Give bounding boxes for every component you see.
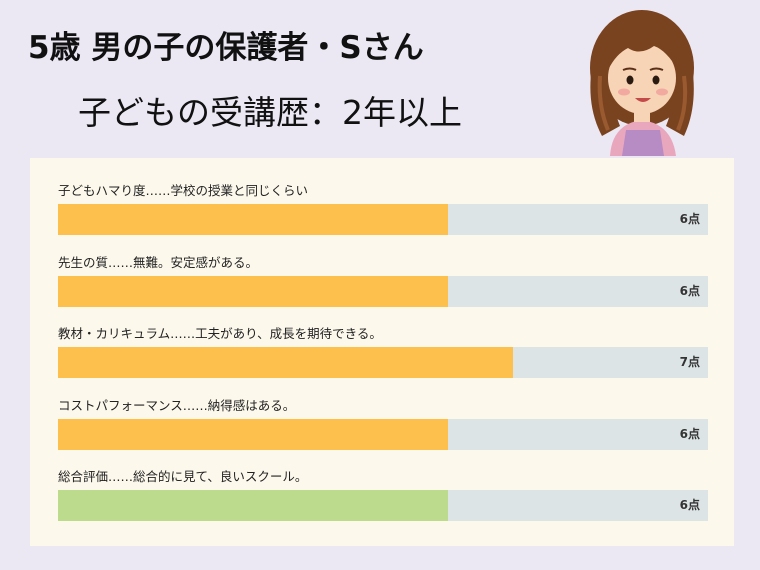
rating-item: 教材・カリキュラム……工夫があり、成長を期待できる。 7点: [58, 325, 708, 378]
rating-item: コストパフォーマンス……納得感はある。 6点: [58, 397, 708, 450]
rating-item: 子どもハマり度……学校の授業と同じくらい 6点: [58, 182, 708, 235]
rating-bar-track: 6点: [58, 276, 708, 307]
rating-label: 教材・カリキュラム……工夫があり、成長を期待できる。: [58, 326, 382, 341]
rating-label: 総合評価……総合的に見て、良いスクール。: [58, 469, 308, 484]
rating-bar-fill: [58, 204, 448, 235]
rating-bar-fill: [58, 490, 448, 521]
page-subtitle: 子どもの受講歴：2年以上: [78, 93, 462, 132]
rating-bar-track: 7点: [58, 347, 708, 378]
rating-bar-track: 6点: [58, 204, 708, 235]
rating-score: 7点: [679, 355, 700, 369]
rating-bar-track: 6点: [58, 419, 708, 450]
woman-illustration-icon: [590, 10, 694, 156]
rating-bar-track: 6点: [58, 490, 708, 521]
rating-label: 先生の質……無難。安定感がある。: [58, 255, 259, 270]
rating-bar-fill: [58, 419, 448, 450]
rating-label: 子どもハマり度……学校の授業と同じくらい: [58, 183, 309, 198]
ratings-panel: 子どもハマり度……学校の授業と同じくらい 6点 先生の質……無難。安定感がある。…: [30, 158, 734, 546]
rating-score: 6点: [679, 427, 700, 441]
rating-score: 6点: [679, 284, 700, 298]
rating-item: 先生の質……無難。安定感がある。 6点: [58, 254, 708, 307]
rating-bar-fill: [58, 276, 448, 307]
rating-bar-fill: [58, 347, 513, 378]
rating-score: 6点: [679, 212, 700, 226]
page-title: 5歳 男の子の保護者・Sさん: [28, 30, 424, 66]
rating-label: コストパフォーマンス……納得感はある。: [58, 398, 296, 413]
rating-item: 総合評価……総合的に見て、良いスクール。 6点: [58, 468, 708, 521]
rating-score: 6点: [679, 498, 700, 512]
